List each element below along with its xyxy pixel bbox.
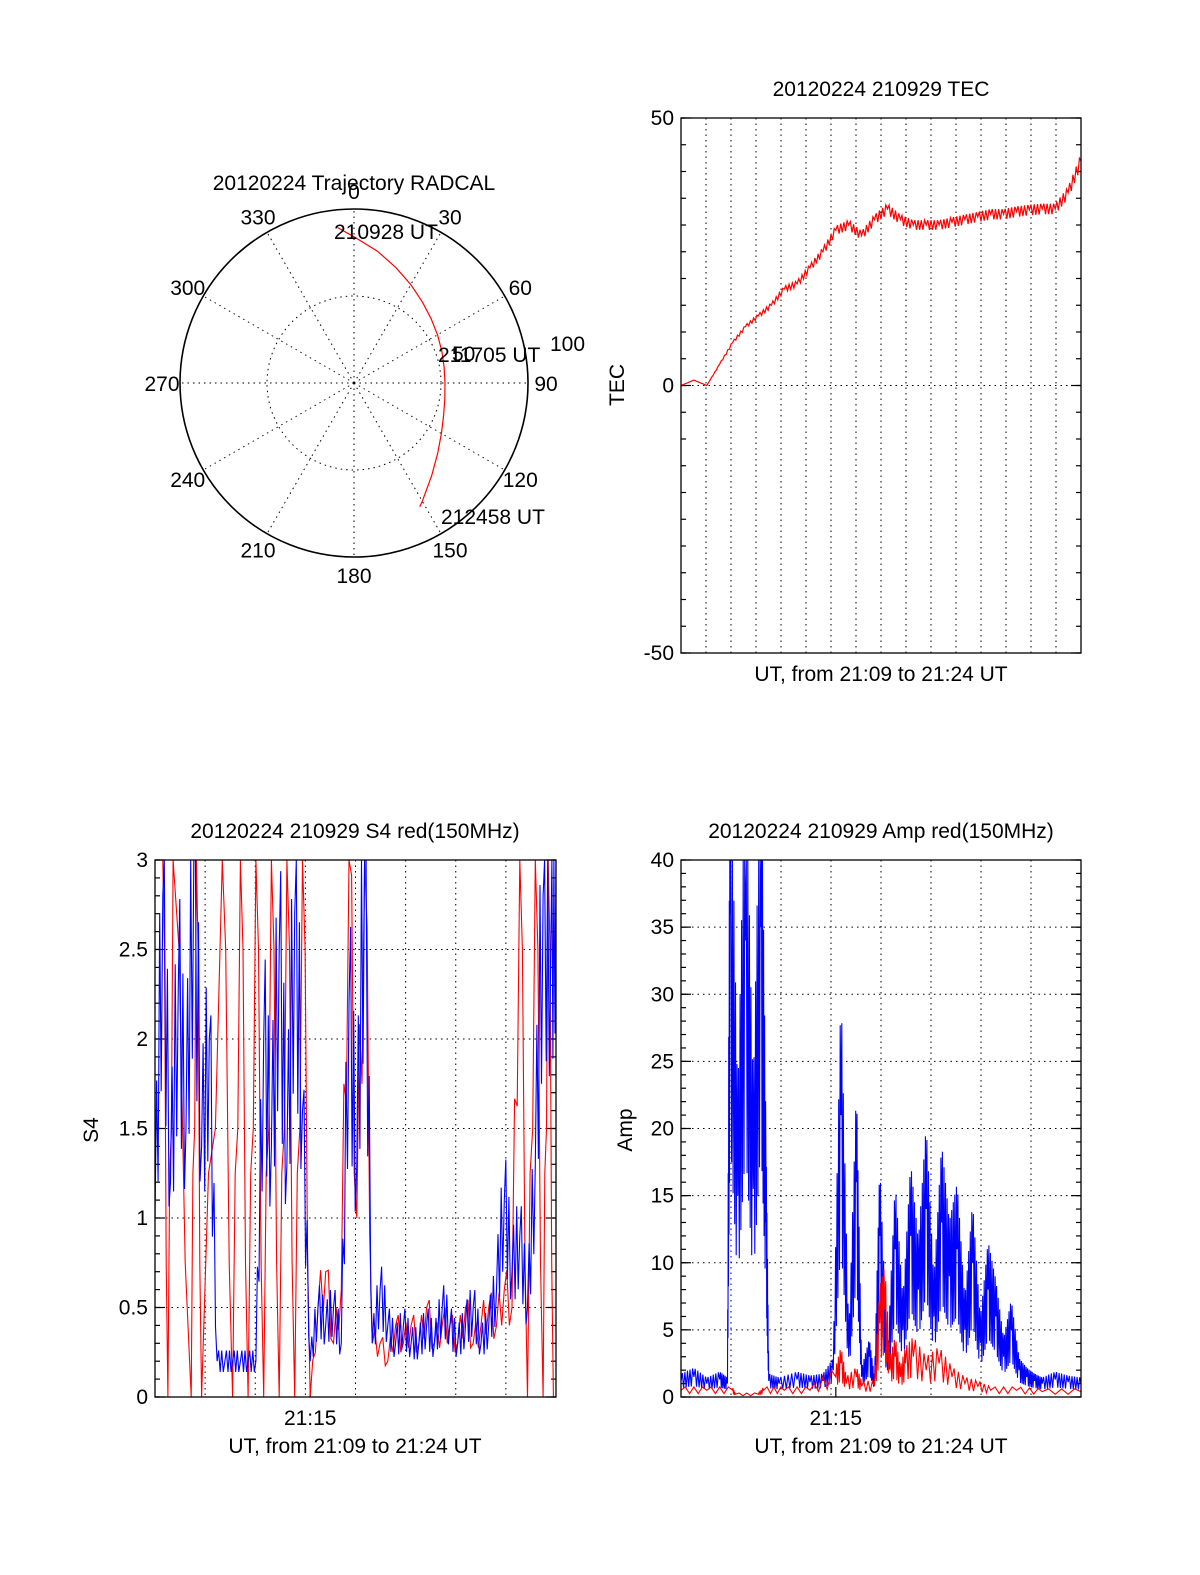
polar-angle-label-60: 60 [509, 277, 532, 300]
tec-y-axis-label: TEC [606, 364, 629, 406]
polar-grid-circle-50 [266, 295, 442, 471]
polar-spoke-330 [266, 232, 355, 384]
s4-ytick-label: 2 [136, 1028, 148, 1051]
tec-title: 20120224 210929 TEC [773, 78, 990, 101]
polar-angle-label-270: 270 [144, 373, 179, 396]
polar-spoke-210 [266, 382, 355, 534]
polar-angle-label-330: 330 [240, 207, 275, 230]
polar-angle-labels: 0 30 60 90 120 150 180 210 240 270 300 330 [144, 181, 557, 588]
s4-blue-series-line [154, 859, 557, 1372]
polar-angle-label-30: 30 [438, 207, 461, 230]
s4-panel: 20120224 210929 S4 red(150MHz) 0 0.5 1 1.5 2… [80, 820, 557, 1458]
tec-x-axis-label: UT, from 21:09 to 21:24 UT [754, 663, 1007, 686]
s4-x-axis-label: UT, from 21:09 to 21:24 UT [228, 1435, 481, 1458]
amp-xtick-label: 21:15 [810, 1407, 863, 1430]
polar-title: 20120224 Trajectory RADCAL [213, 172, 496, 195]
polar-spoke-120 [353, 382, 505, 471]
tec-plot-frame [680, 117, 1082, 654]
polar-grid [180, 209, 528, 557]
amp-ytick-label: 40 [651, 849, 674, 872]
polar-angle-label-180: 180 [336, 565, 371, 588]
polar-angle-label-300: 300 [170, 277, 205, 300]
polar-angle-label-0: 0 [348, 181, 360, 204]
polar-radial-label-100: 100 [550, 333, 585, 356]
trajectory-line [337, 227, 446, 507]
amp-panel: 20120224 210929 Amp red(150MHz) 0 5 10 15 20… [614, 820, 1082, 1458]
polar-spoke-60 [353, 295, 505, 384]
amp-ytick-label: 35 [651, 916, 674, 939]
polar-angle-label-150: 150 [432, 539, 467, 562]
tec-series-line [680, 156, 1082, 387]
tec-panel: 20120224 210929 TEC -50 0 50 TEC UT, from … [606, 78, 1082, 686]
polar-angle-label-90: 90 [534, 373, 557, 396]
polar-radial-label-50: 50 [452, 343, 475, 366]
polar-spoke-30 [353, 232, 442, 384]
amp-ytick-label: 25 [651, 1050, 674, 1073]
amp-ytick-label: 10 [651, 1252, 674, 1275]
amp-red-series-line [680, 1269, 1082, 1397]
polar-angle-label-120: 120 [503, 469, 538, 492]
trajectory-end-label: 212458 UT [441, 506, 545, 529]
s4-ytick-label: 0.5 [119, 1297, 148, 1320]
s4-ytick-label: 0 [136, 1386, 148, 1409]
trajectory-mid-label: 211705 UT [438, 344, 541, 367]
amp-ytick-label: 20 [651, 1118, 674, 1141]
s4-ytick-label: 1 [136, 1207, 148, 1230]
tec-ytick-label: -50 [644, 642, 674, 665]
amp-blue-series-line [680, 859, 1082, 1390]
amp-y-axis-label: Amp [614, 1108, 637, 1151]
s4-plot-frame [154, 859, 557, 1398]
polar-spoke-240 [203, 382, 355, 471]
polar-angle-label-240: 240 [170, 469, 205, 492]
s4-ticks: 0 0.5 1 1.5 2 2.5 3 21:15 [119, 849, 556, 1430]
s4-ytick-label: 2.5 [119, 939, 148, 962]
s4-xtick-label: 21:15 [284, 1407, 337, 1430]
trajectory-start-label: 210928 UT [334, 221, 438, 244]
polar-angle-label-210: 210 [240, 539, 275, 562]
polar-spoke-150 [353, 382, 442, 534]
polar-outer-circle [179, 208, 529, 558]
amp-ytick-label: 5 [662, 1319, 674, 1342]
amp-plot-frame [680, 859, 1082, 1398]
tec-grid [681, 118, 1081, 653]
tec-ytick-label: 50 [651, 107, 674, 130]
s4-title: 20120224 210929 S4 red(150MHz) [190, 820, 519, 843]
s4-ytick-label: 3 [136, 849, 148, 872]
amp-ytick-label: 30 [651, 983, 674, 1006]
amp-x-axis-label: UT, from 21:09 to 21:24 UT [754, 1435, 1007, 1458]
s4-red-series-line [162, 859, 554, 1398]
tec-ytick-label: 0 [662, 375, 674, 398]
amp-ticks: 0 5 10 15 20 25 30 35 40 21:15 [651, 849, 1081, 1430]
polar-panel: 20120224 Trajectory RADCAL 0 30 60 90 120 150… [144, 172, 585, 588]
amp-ytick-label: 15 [651, 1185, 674, 1208]
amp-title: 20120224 210929 Amp red(150MHz) [708, 820, 1054, 843]
amp-ytick-label: 0 [662, 1386, 674, 1409]
s4-ytick-label: 1.5 [119, 1118, 148, 1141]
polar-spoke-300 [203, 295, 355, 384]
s4-y-axis-label: S4 [80, 1117, 103, 1143]
